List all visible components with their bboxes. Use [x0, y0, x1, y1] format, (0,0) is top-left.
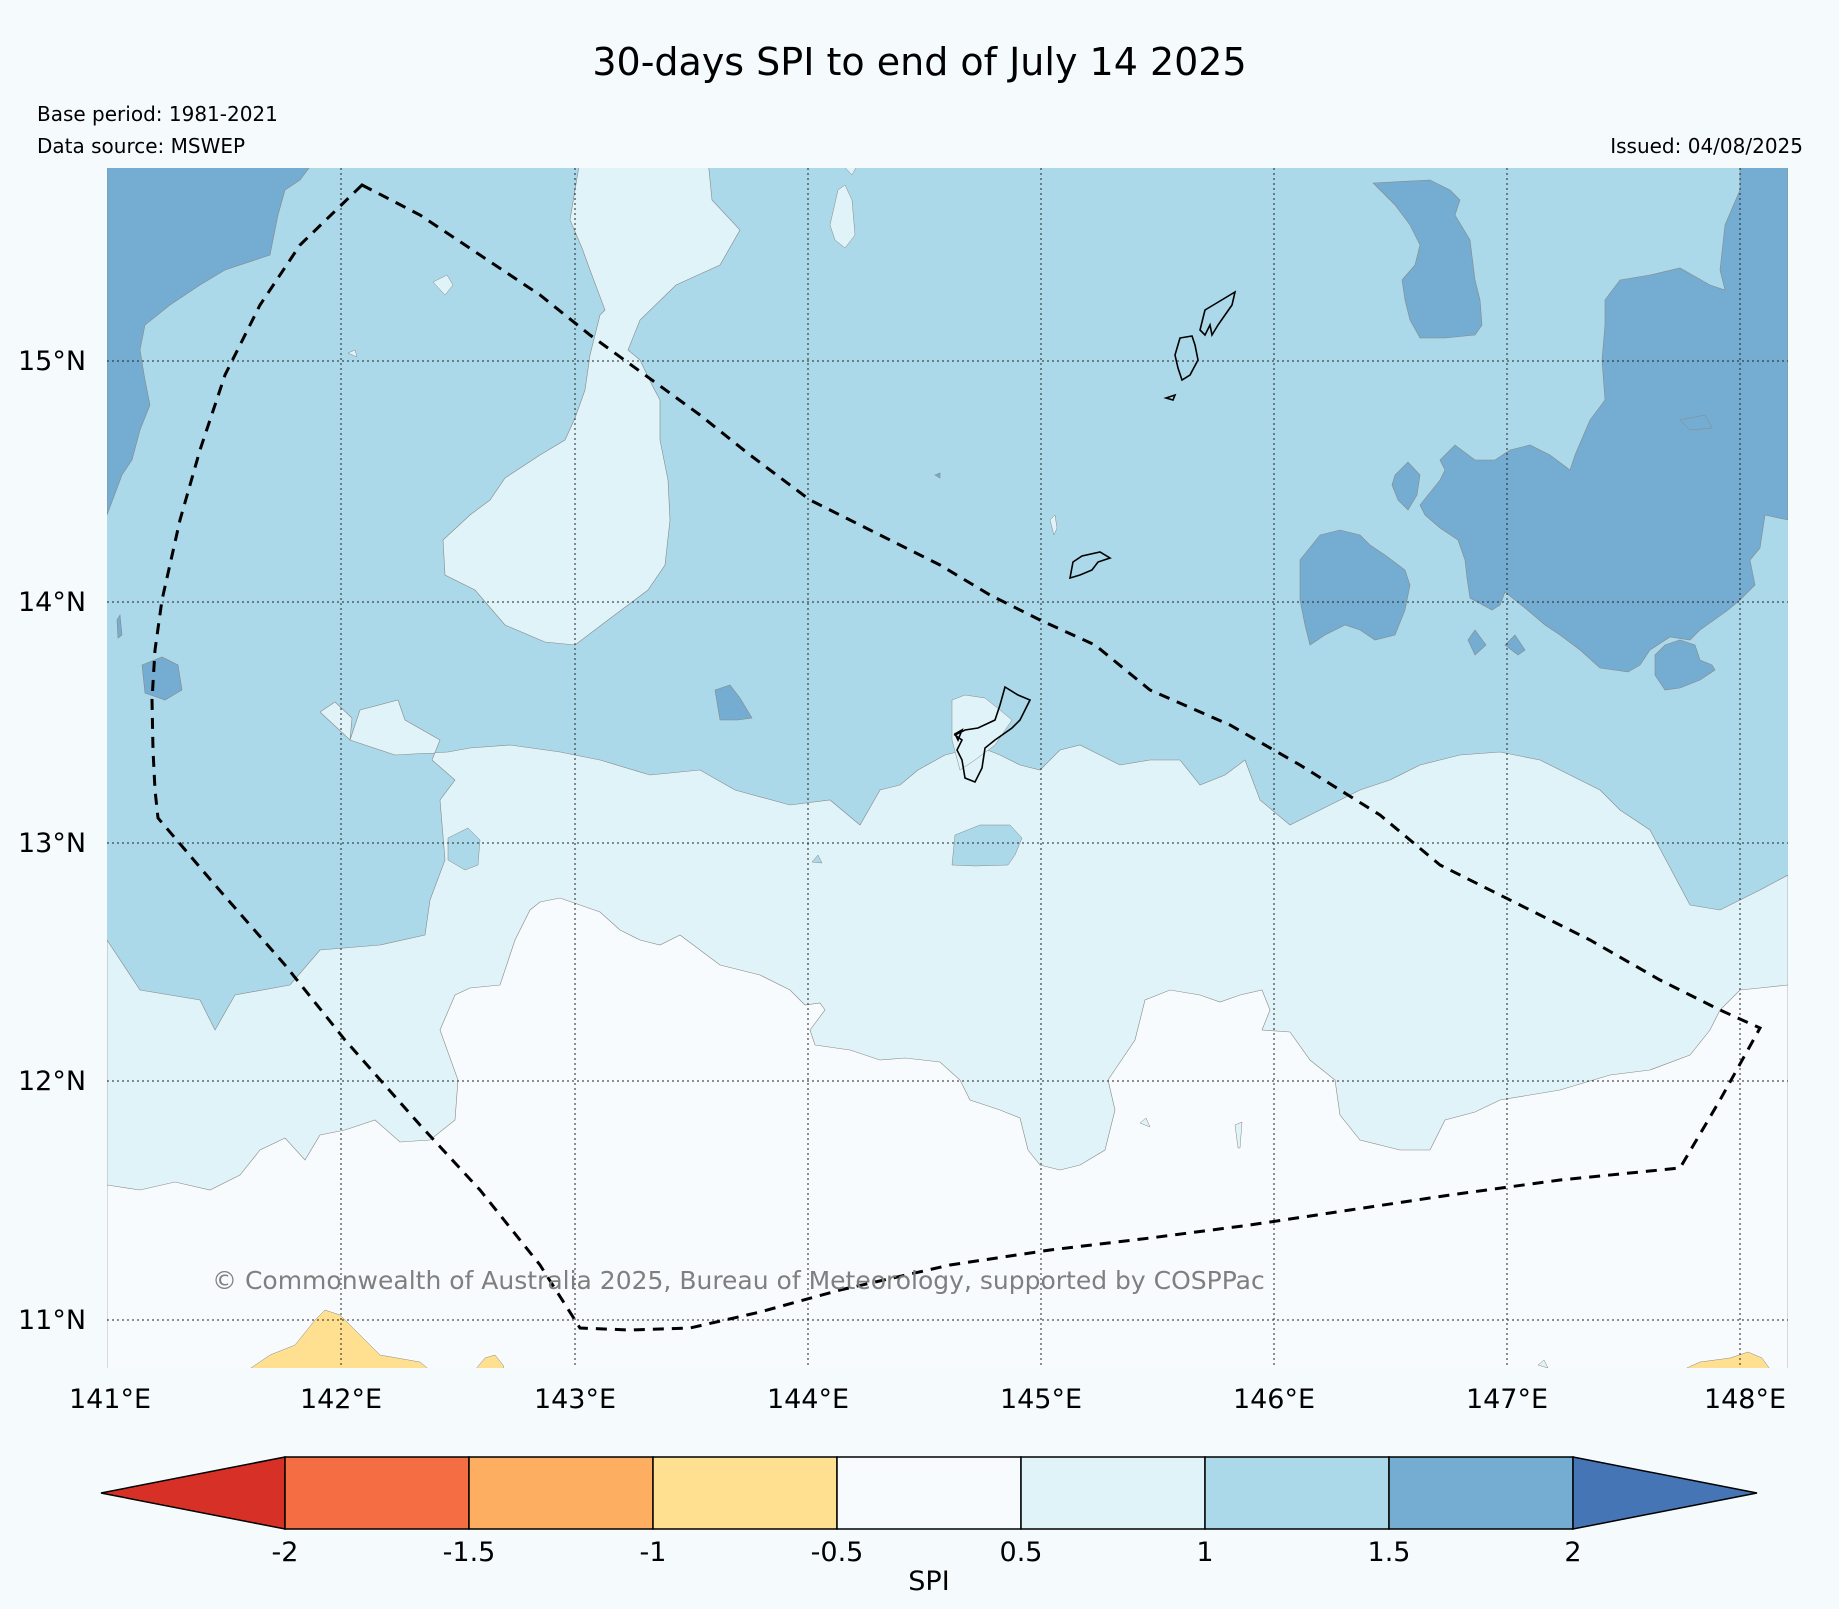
- colorbar-bin-neg1: [652, 1456, 838, 1530]
- spi-colorbar: [100, 1456, 1758, 1530]
- cb-tick-1.5: 1.5: [1368, 1537, 1411, 1568]
- longitude-labels: 141°E 142°E 143°E 144°E 145°E 146°E 147°…: [69, 1384, 1786, 1415]
- lat-tick-15: 15°N: [18, 346, 86, 377]
- island-coastlines: [953, 290, 1237, 784]
- lon-tick-142: 142°E: [300, 1384, 382, 1415]
- lat-tick-11: 11°N: [18, 1305, 86, 1336]
- base-period-label: Base period: 1981-2021: [37, 102, 278, 126]
- lon-tick-144: 144°E: [767, 1384, 849, 1415]
- saipan-island: [1199, 290, 1237, 338]
- cb-tick-0.5: 0.5: [1000, 1537, 1043, 1568]
- colorbar-bin-1.5: [1388, 1456, 1574, 1530]
- lon-tick-141: 141°E: [69, 1384, 151, 1415]
- colorbar-label: SPI: [908, 1566, 949, 1597]
- data-source-label: Data source: MSWEP: [37, 134, 246, 158]
- map-title: 30-days SPI to end of July 14 2025: [592, 40, 1247, 84]
- lon-tick-147: 147°E: [1466, 1384, 1548, 1415]
- colorbar-bin-neutral: [836, 1456, 1022, 1530]
- lat-tick-14: 14°N: [18, 587, 86, 618]
- colorbar-bin-neg2: [284, 1456, 470, 1530]
- lon-tick-145: 145°E: [1000, 1384, 1082, 1415]
- spi-field-0.5-1-north: [442, 168, 741, 646]
- guam-island: [953, 685, 1032, 784]
- rota-island: [1068, 551, 1112, 580]
- colorbar-ticks: -2 -1.5 -1 -0.5 0.5 1 1.5 2 SPI: [272, 1537, 1582, 1597]
- colorbar-bin-1: [1204, 1456, 1390, 1530]
- spi-field-1.5-2: [107, 168, 310, 516]
- colorbar-extend-high: [1572, 1456, 1758, 1530]
- colorbar-bin-neg1.5: [468, 1456, 654, 1530]
- cb-tick-neg1.5: -1.5: [443, 1537, 496, 1568]
- colorbar-extend-low: [100, 1456, 286, 1530]
- cb-tick-neg2: -2: [272, 1537, 299, 1568]
- spi-contour-fields: © Commonwealth of Australia 2025, Bureau…: [107, 168, 1788, 1368]
- cb-tick-1: 1: [1196, 1537, 1213, 1568]
- cb-tick-neg0.5: -0.5: [811, 1537, 864, 1568]
- lon-tick-146: 146°E: [1233, 1384, 1315, 1415]
- cb-tick-2: 2: [1564, 1537, 1581, 1568]
- lon-tick-143: 143°E: [534, 1384, 616, 1415]
- map-gridlines: [107, 168, 1788, 1368]
- lat-tick-13: 13°N: [18, 828, 86, 859]
- latitude-labels: 15°N 14°N 13°N 12°N 11°N: [18, 346, 86, 1336]
- spi-field-neg1-neg0.5: [250, 1309, 428, 1368]
- aguijan-island: [1163, 393, 1177, 401]
- tinian-island: [1174, 335, 1199, 382]
- copyright-notice: © Commonwealth of Australia 2025, Bureau…: [212, 1266, 1265, 1295]
- cb-tick-neg1: -1: [640, 1537, 667, 1568]
- colorbar-bin-0.5: [1020, 1456, 1206, 1530]
- region-boundary: [150, 183, 1763, 1332]
- lon-tick-148: 148°E: [1704, 1384, 1786, 1415]
- issued-date-label: Issued: 04/08/2025: [1610, 134, 1803, 158]
- lat-tick-12: 12°N: [18, 1066, 86, 1097]
